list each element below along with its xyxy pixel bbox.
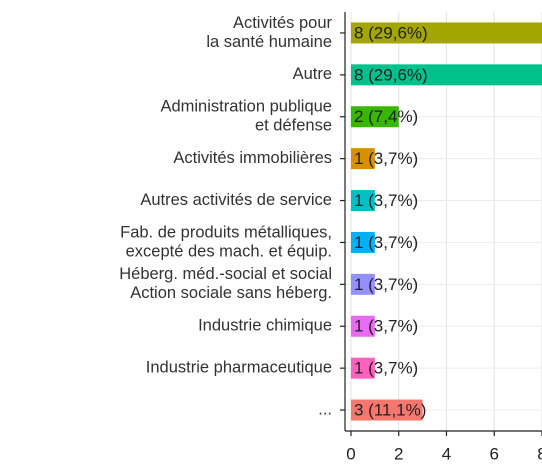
- value-label: 1 (3,7%): [354, 149, 418, 168]
- bar: [350, 148, 375, 170]
- category-label: Autres activités de service: [140, 191, 332, 209]
- bar: [350, 315, 375, 337]
- value-label: 1 (3,7%): [354, 191, 418, 210]
- category-label: la santé humaine: [206, 33, 332, 51]
- x-tick-label: 0: [346, 444, 355, 463]
- value-label: 1 (3,7%): [354, 275, 418, 294]
- bar: [350, 273, 375, 295]
- x-tick-label: 8: [537, 444, 542, 463]
- bar: [350, 190, 375, 212]
- category-label: excepté des mach. et équip.: [126, 242, 332, 260]
- bar: [350, 357, 375, 379]
- value-label: 8 (29,6%): [354, 65, 428, 84]
- category-label: ...: [318, 400, 332, 418]
- value-label: 3 (11,1%): [354, 401, 426, 420]
- category-label: Action sociale sans héberg.: [130, 284, 332, 302]
- value-label: 8 (29,6%): [354, 23, 428, 42]
- bar: [350, 399, 423, 421]
- category-label: Administration publique: [160, 98, 332, 116]
- x-tick-label: 4: [442, 444, 451, 463]
- value-label: 1 (3,7%): [354, 233, 418, 252]
- category-label: Industrie chimique: [198, 317, 332, 335]
- category-label: Autre: [293, 65, 332, 83]
- value-label: 2 (7,4%): [354, 107, 418, 126]
- bar: [350, 22, 542, 44]
- category-label: Industrie pharmaceutique: [146, 359, 332, 377]
- category-label: Activités pour: [233, 14, 333, 32]
- value-label: 1 (3,7%): [354, 317, 418, 336]
- value-label: 1 (3,7%): [354, 359, 418, 378]
- category-label: Héberg. méd.-social et social: [119, 265, 332, 283]
- x-tick-label: 2: [394, 444, 403, 463]
- bar: [350, 64, 542, 86]
- bar: [350, 106, 399, 128]
- category-label: et défense: [255, 117, 332, 135]
- x-tick-label: 6: [490, 444, 499, 463]
- bar: [350, 231, 375, 253]
- category-label: Activités immobilières: [173, 149, 332, 167]
- category-label: Fab. de produits métalliques,: [120, 223, 332, 241]
